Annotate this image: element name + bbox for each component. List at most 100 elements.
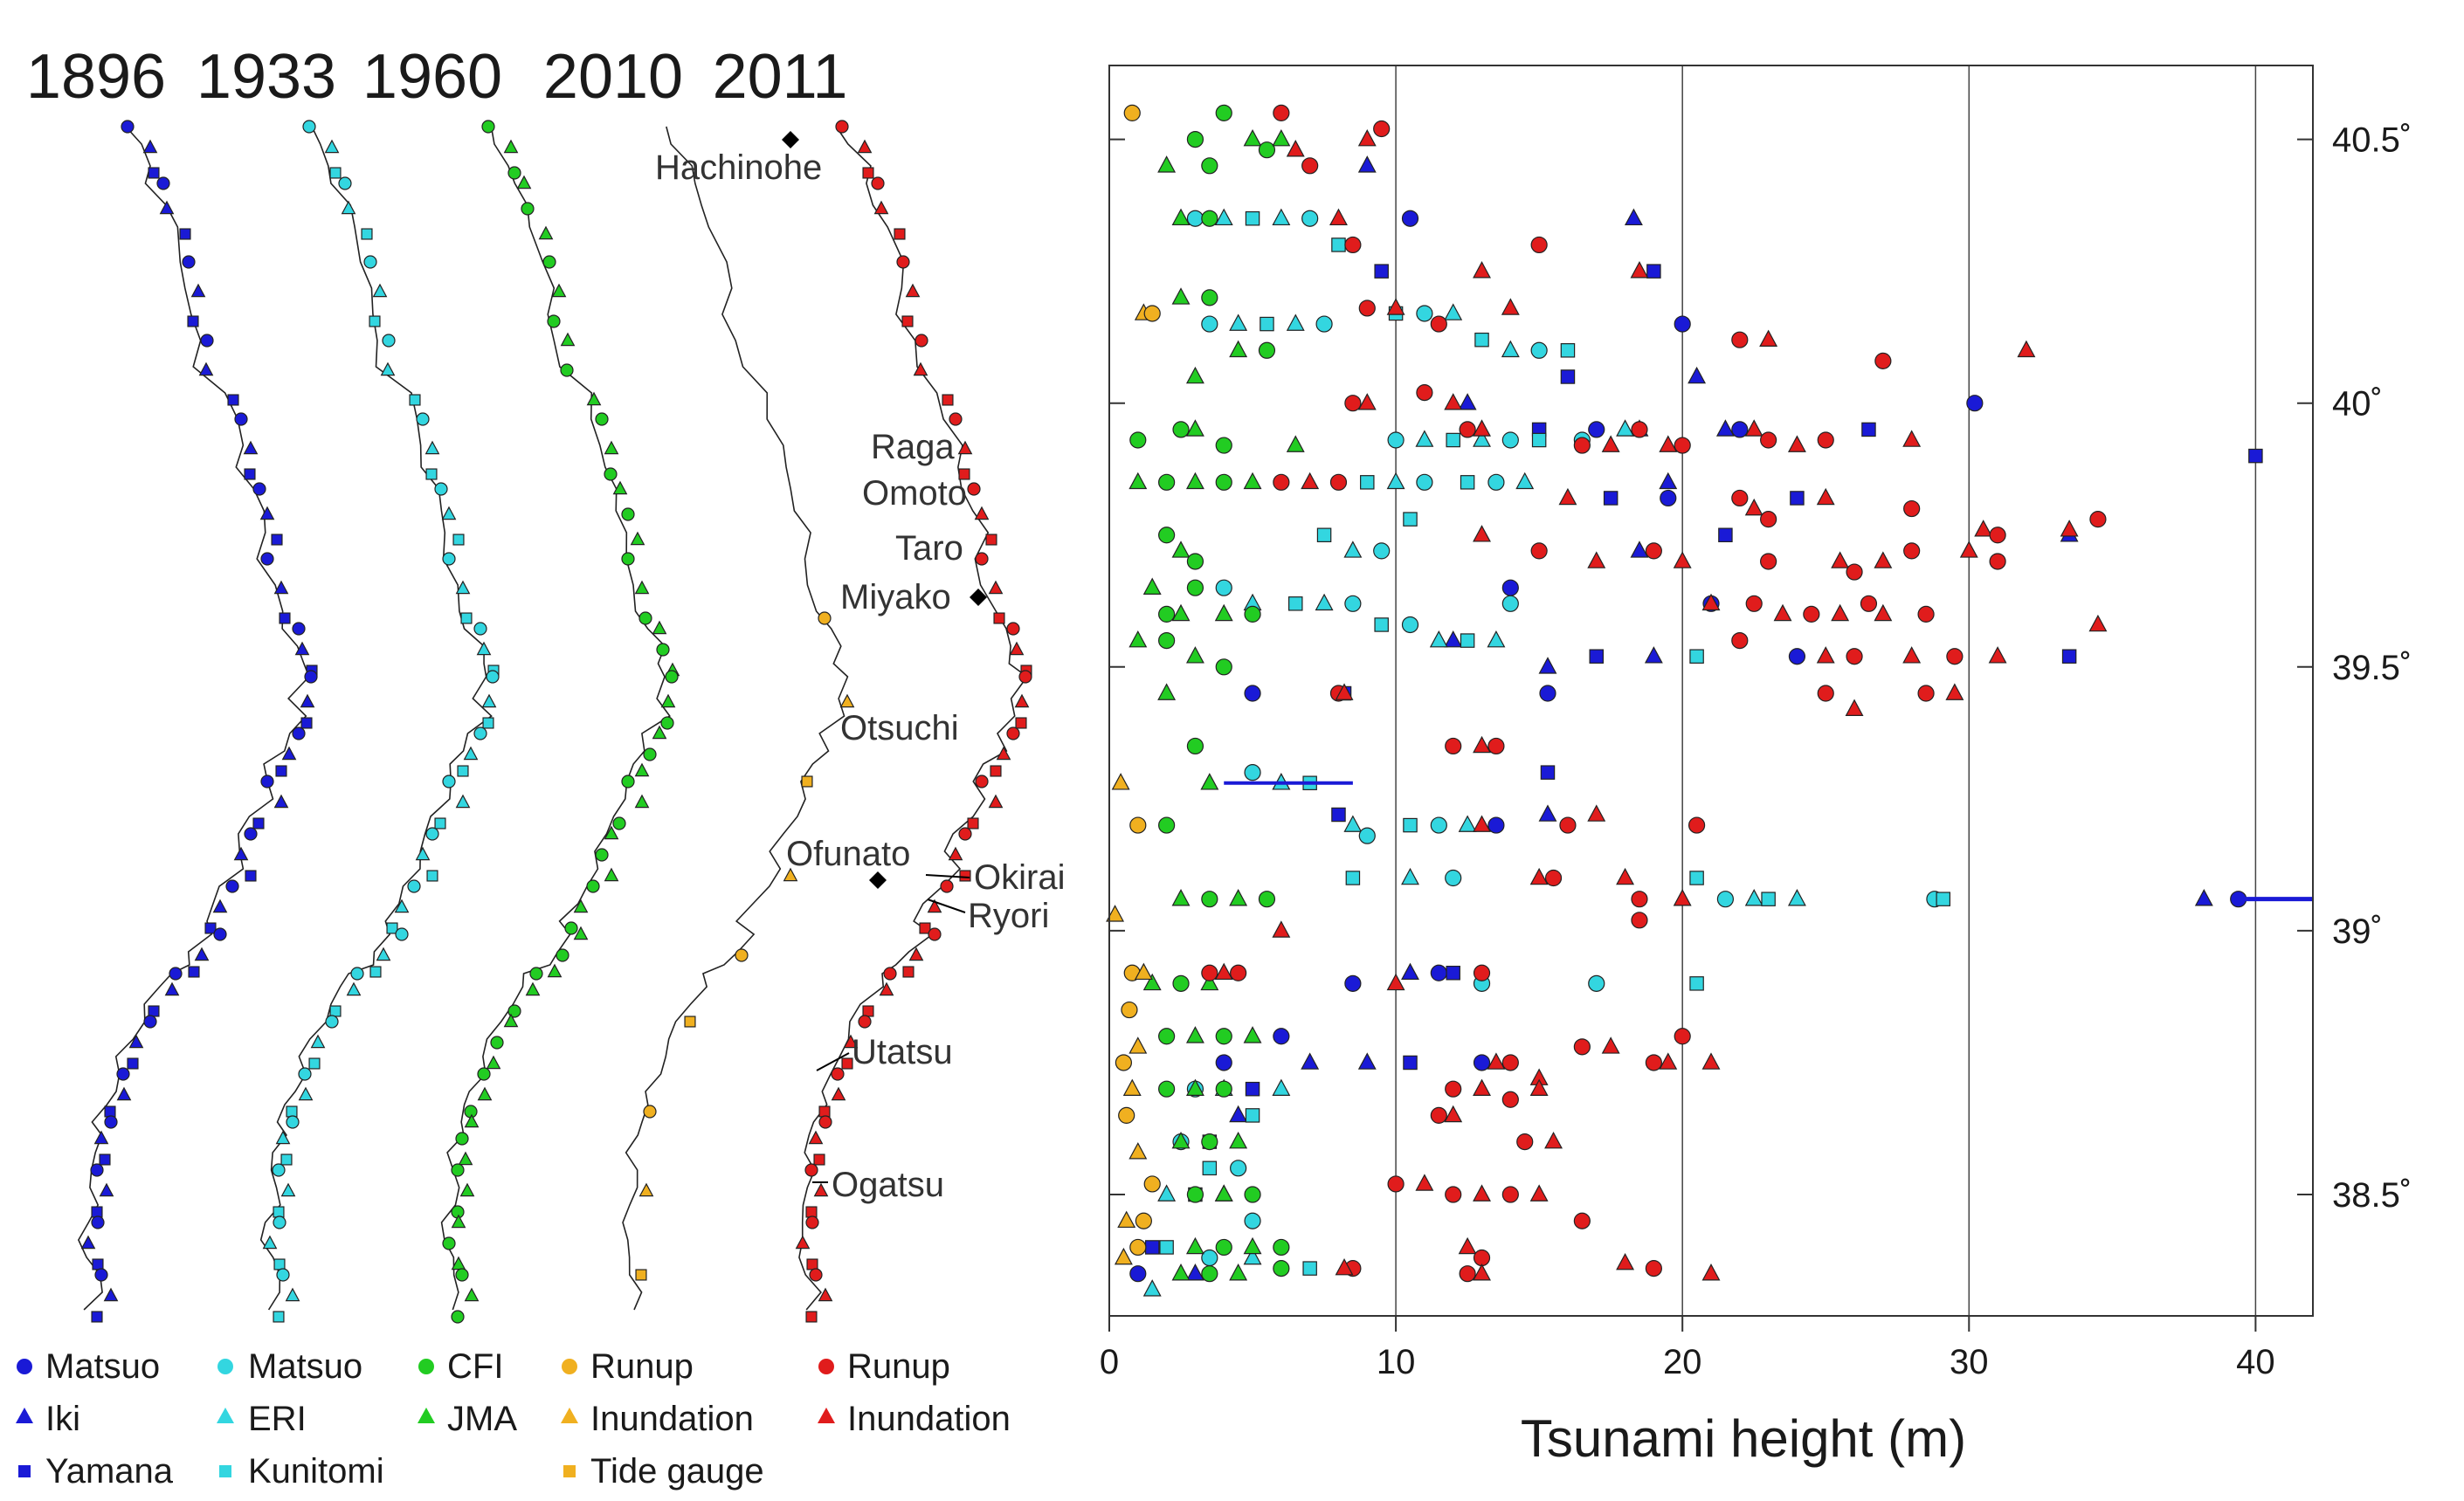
map-marker-2011-7 [905,283,921,298]
map-marker-1960-4 [521,202,535,216]
map-marker-1960-34 [595,848,609,862]
map-marker-1933-0 [302,120,316,134]
point-2011-110 [1501,1091,1519,1108]
point-1933-7 [1229,313,1248,331]
map-marker-2011-48 [831,1067,845,1081]
point-1960-6 [1201,157,1218,175]
map-marker-2011-8 [901,315,914,327]
point-1933-79 [1243,1247,1262,1265]
place-label-omoto: Omoto [862,474,967,513]
year-label-2011: 2011 [713,42,848,112]
map-marker-1896-9 [200,334,214,348]
map-marker-1896-31 [273,794,289,809]
point-2011-93 [1272,920,1291,938]
map-marker-1933-37 [394,899,410,913]
map-marker-1896-37 [212,899,228,913]
map-marker-1896-8 [187,315,199,327]
map-marker-1896-17 [271,534,283,546]
point-2010-10 [1115,1054,1133,1071]
map-marker-1960-14 [604,467,618,481]
point-1960-58 [1186,1186,1204,1203]
map-marker-2011-29 [990,765,1002,777]
series-1896 [1129,155,2263,1283]
map-marker-1933-39 [395,927,409,941]
point-2010-17 [1114,1247,1133,1265]
point-2011-57 [1959,540,1978,558]
map-marker-2011-15 [967,482,981,496]
map-marker-1896-47 [127,1057,139,1070]
map-marker-1960-9 [560,332,576,347]
point-2011-89 [1616,867,1635,885]
map-marker-1933-22 [476,641,492,656]
map-marker-1933-29 [457,765,469,777]
point-1933-43 [1429,630,1448,648]
point-1960-39 [1200,773,1219,790]
point-1933-26 [1360,475,1375,490]
map-marker-1933-53 [280,1153,293,1166]
point-1960-64 [1273,1238,1290,1257]
legend-marker-inundation-2010 [561,1408,578,1423]
map-marker-2010-30 [801,775,813,788]
map-marker-1960-16 [621,507,635,521]
point-1960-47 [1200,973,1219,991]
coastline-1933 [259,126,493,1311]
map-marker-1960-43 [525,981,541,996]
point-2011-103 [1601,1036,1620,1054]
map-marker-2011-59 [806,1258,818,1270]
point-1896-22 [1487,816,1505,834]
point-2011-52 [1760,553,1777,570]
map-marker-2011-38 [919,922,931,934]
map-marker-1960-31 [634,794,650,809]
map-marker-1896-32 [252,817,265,830]
map-marker-2011-28 [996,746,1011,761]
map-marker-1896-41 [188,966,200,978]
map-marker-1960-51 [464,1113,480,1128]
point-1896-6 [1588,421,1605,438]
city-marker-ofunato [869,871,887,889]
map-marker-1896-48 [116,1067,130,1081]
map-marker-2011-12 [949,412,963,426]
map-marker-2011-42 [883,967,897,981]
map-marker-1960-24 [665,670,679,684]
map-marker-2011-9 [915,334,928,348]
legend-label-iki: Iki [45,1400,80,1438]
point-1896-18 [1539,685,1556,702]
point-1933-10 [1315,315,1333,333]
point-2010-3 [1111,773,1130,790]
point-2011-31 [1787,435,1806,452]
map-marker-1896-57 [91,1215,105,1229]
point-1960-4 [1186,130,1204,148]
point-2011-8 [1530,236,1548,254]
point-2011-92 [1631,912,1648,929]
point-1896-44 [1589,649,1605,664]
map-marker-1960-37 [573,899,589,913]
point-1933-59 [1689,871,1704,885]
point-1896-41 [1144,1240,1160,1255]
point-1933-42 [1401,616,1419,634]
legend-label-matsuo-1933: Matsuo [248,1347,362,1386]
scatter-plot-panel: 0 10 20 30 40 38.5˚ 39˚ 39.5˚ 40˚ 40.5˚ Tsunami … [1100,65,2412,1468]
point-1896-42 [1473,1054,1491,1071]
map-marker-2011-17 [985,534,997,546]
map-marker-1933-28 [463,746,479,761]
point-2011-90 [1631,891,1648,908]
point-1960-54 [1215,1080,1232,1098]
point-2011-3 [1286,140,1305,157]
map-marker-1960-46 [490,1036,504,1050]
map-marker-1896-22 [294,641,310,656]
point-1933-48 [1244,764,1261,781]
point-2011-28 [1674,437,1691,454]
map-marker-1896-52 [93,1130,109,1145]
point-2011-87 [1529,867,1549,885]
point-1933-83 [1689,976,1704,991]
map-marker-2010-20 [818,611,832,625]
point-2011-84 [1559,816,1577,834]
map-marker-1933-4 [341,200,356,215]
point-1960-60 [1244,1186,1261,1203]
point-1960-38 [1186,737,1204,755]
legend-label-yamana: Yamana [45,1452,174,1491]
map-marker-2011-37 [927,899,942,913]
map-marker-2010-60 [635,1269,647,1281]
legend-label-runup-2011: Runup [847,1347,950,1386]
point-1960-15 [1185,419,1204,437]
